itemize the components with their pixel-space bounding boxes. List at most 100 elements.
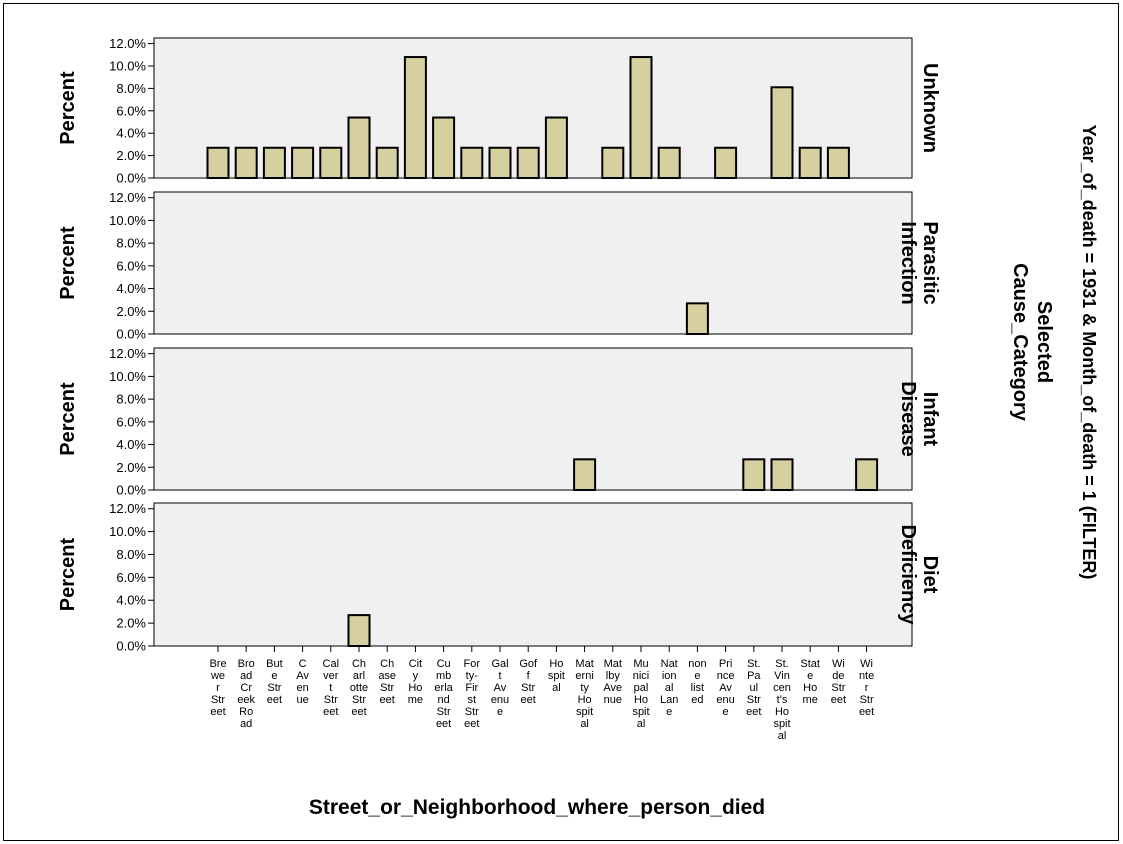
bar — [234, 146, 258, 179]
y-tick-label: 4.0% — [116, 437, 146, 452]
bar — [347, 614, 371, 647]
facet-row-label: ParasiticInfection — [897, 221, 941, 304]
x-tick-label: Mat lby Ave nue — [603, 658, 622, 706]
x-tick-label: Gof f Str eet — [519, 658, 538, 706]
chart-frame — [3, 3, 1119, 841]
bar — [855, 458, 879, 492]
x-tick-label: St. Pa ul Str eet — [746, 658, 761, 718]
bar — [573, 458, 597, 492]
x-tick-label: For ty-Fir st Str eet — [464, 658, 481, 730]
y-tick-label: 10.0% — [109, 524, 146, 539]
y-tick-label: 8.0% — [116, 236, 146, 251]
y-tick-label: 6.0% — [116, 103, 146, 118]
y-tick-label: 10.0% — [109, 369, 146, 384]
y-tick-label: 0.0% — [116, 171, 146, 186]
bar — [601, 146, 625, 179]
y-tick-label: 12.0% — [109, 346, 146, 361]
y-tick-label: 0.0% — [116, 483, 146, 498]
x-tick-label: Stat e Ho me — [800, 658, 820, 706]
bar — [262, 146, 286, 179]
bar — [629, 56, 653, 179]
bar — [291, 146, 315, 179]
y-tick-label: 2.0% — [116, 460, 146, 475]
y-tick-label: 12.0% — [109, 501, 146, 516]
y-axis-label: Percent — [57, 71, 79, 145]
facet-panel: 0.0% 2.0% 4.0% 6.0% 8.0% 10.0% 12.0% Percent Par… — [57, 190, 941, 341]
y-tick-label: 4.0% — [116, 593, 146, 608]
y-tick-label: 8.0% — [116, 81, 146, 96]
x-tick-label: Pri nce Av enu e — [716, 658, 734, 718]
facet-title-text: SelectedCause_Category — [1009, 263, 1055, 422]
bar — [375, 146, 399, 179]
x-tick-label: But e Str eet — [266, 658, 283, 706]
y-tick-label: 12.0% — [109, 190, 146, 205]
facet-panel: 0.0% 2.0% 4.0% 6.0% 8.0% 10.0% 12.0% Percent Inf… — [57, 346, 941, 497]
bar — [403, 56, 427, 179]
x-tick-label: Nat ion al Lan e — [660, 658, 678, 718]
bar — [685, 302, 709, 336]
x-tick-label: Wi de Str eet — [831, 658, 846, 706]
x-tick-label: Ho spit al — [548, 658, 565, 694]
y-axis-label: Percent — [57, 226, 79, 300]
facet-row-label: Unknown — [919, 63, 941, 153]
x-tick-label: Bro ad Cr eek Ro ad — [237, 658, 255, 730]
x-axis-title: Street_or_Neighborhood_where_person_died — [309, 796, 765, 819]
x-tick-label: Mat erni ty Ho spit al — [575, 658, 593, 730]
y-tick-label: 6.0% — [116, 414, 146, 429]
bar — [826, 146, 850, 179]
x-tick-label: Gal t Av enu e — [491, 658, 509, 718]
plot-area — [153, 502, 913, 647]
x-tick-label: St. Vin cen t's Ho spit al — [773, 658, 791, 742]
y-tick-label: 0.0% — [116, 639, 146, 654]
bar — [347, 116, 371, 179]
y-tick-label: 10.0% — [109, 59, 146, 74]
y-tick-label: 6.0% — [116, 258, 146, 273]
bar — [742, 458, 766, 492]
bar — [657, 146, 681, 179]
facet-panel: 0.0% 2.0% 4.0% 6.0% 8.0% 10.0% 12.0% Percent Die… — [57, 501, 941, 653]
x-tick-label: Bre we r Str eet — [209, 658, 226, 718]
y-tick-label: 2.0% — [116, 304, 146, 319]
facet-panel: 0.0% 2.0% 4.0% 6.0% 8.0% 10.0% 12.0% Percent Unk… — [57, 36, 941, 185]
filter-label: Year_of_death = 1931 & Month_of_death = … — [1079, 125, 1099, 580]
x-tick-label: Cal ver t Str eet — [323, 658, 340, 718]
bar — [770, 458, 794, 492]
bar — [206, 146, 230, 179]
facet-row-label: DietDeficiency — [897, 524, 941, 625]
x-tick-label: non e list ed — [688, 658, 706, 706]
bar — [516, 146, 540, 179]
y-tick-label: 0.0% — [116, 327, 146, 342]
y-tick-label: 4.0% — [116, 126, 146, 141]
y-tick-label: 2.0% — [116, 148, 146, 163]
plot-area — [153, 347, 913, 491]
x-tick-label: Cu mb erla nd Str eet — [434, 658, 453, 730]
facet-title: SelectedCause_Category — [1009, 263, 1055, 422]
y-tick-label: 10.0% — [109, 213, 146, 228]
bar — [488, 146, 512, 179]
bar — [798, 146, 822, 179]
bar — [714, 146, 738, 179]
facet-row-label: InfantDisease — [897, 381, 941, 457]
bar — [770, 86, 794, 179]
plot-area — [153, 191, 913, 335]
y-tick-label: 8.0% — [116, 392, 146, 407]
x-tick-label: Ch arl otte Str eet — [350, 658, 368, 718]
y-tick-label: 6.0% — [116, 570, 146, 585]
y-tick-label: 12.0% — [109, 36, 146, 51]
y-tick-label: 4.0% — [116, 281, 146, 296]
bar — [432, 116, 456, 179]
x-tick-label: Cit y Ho me — [408, 658, 423, 706]
x-tick-label: C Av en ue — [296, 658, 309, 706]
y-tick-label: 2.0% — [116, 616, 146, 631]
bar — [319, 146, 343, 179]
y-axis-label: Percent — [57, 537, 79, 611]
bar — [544, 116, 568, 179]
bar — [460, 146, 484, 179]
x-tick-label: Wi nte r Str eet — [859, 658, 874, 718]
x-tick-label: Ch ase Str eet — [378, 658, 396, 706]
y-tick-label: 8.0% — [116, 547, 146, 562]
y-axis-label: Percent — [57, 382, 79, 456]
x-tick-label: Mu nici pal Ho spit al — [632, 658, 649, 730]
